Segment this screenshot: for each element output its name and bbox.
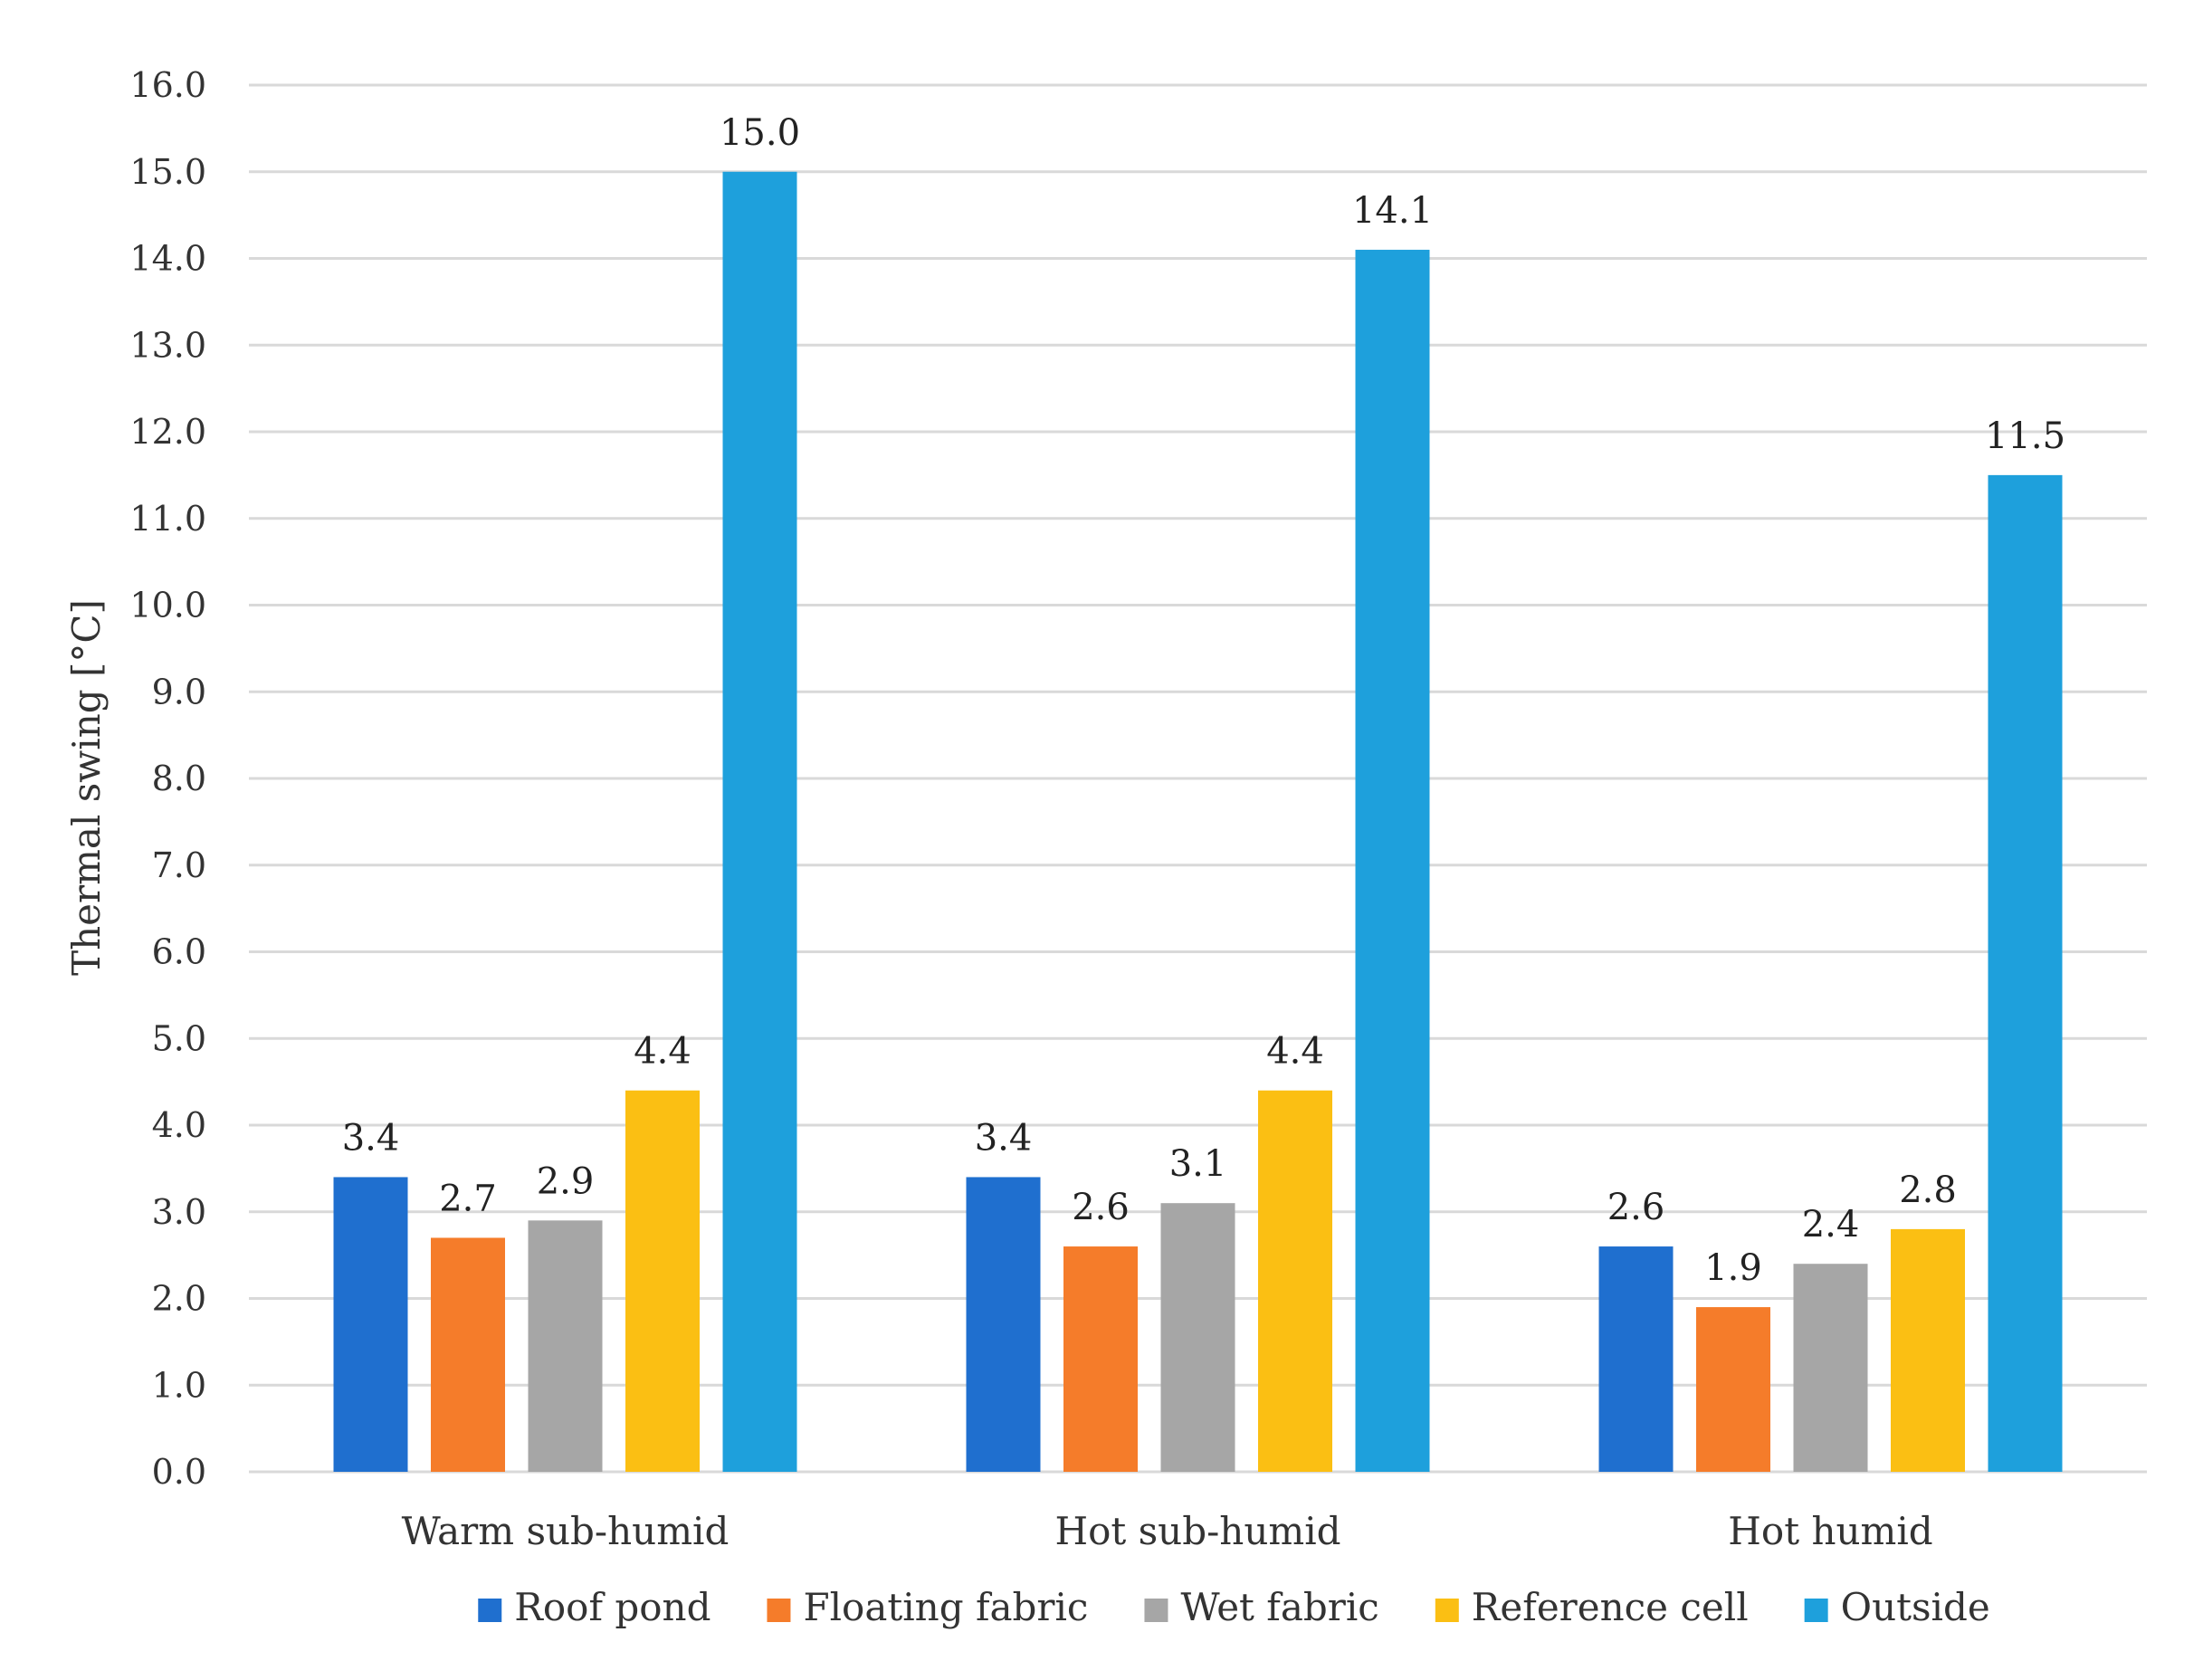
y-tick-label-9: 9.0 bbox=[152, 672, 206, 711]
bar-wet-fabric-2 bbox=[1793, 1264, 1868, 1472]
y-tick-label-2: 2.0 bbox=[152, 1279, 206, 1319]
legend-swatch-0 bbox=[478, 1599, 502, 1622]
bar-reference-cell-1 bbox=[1258, 1090, 1332, 1472]
y-tick-label-5: 5.0 bbox=[152, 1018, 206, 1058]
data-label-0-2: 2.6 bbox=[1607, 1187, 1665, 1228]
legend: Roof pond Floating fabric Wet fabric Refere… bbox=[478, 1585, 1990, 1629]
legend-swatch-4 bbox=[1804, 1599, 1828, 1622]
legend-label-2: Wet fabric bbox=[1180, 1585, 1378, 1629]
data-label-0-0: 3.4 bbox=[342, 1117, 400, 1159]
data-label-1-1: 2.6 bbox=[1072, 1187, 1130, 1228]
bar-outside-0 bbox=[722, 171, 797, 1472]
category-label-1: Hot sub-humid bbox=[1054, 1509, 1340, 1553]
category-label-0: Warm sub-humid bbox=[402, 1509, 730, 1553]
y-tick-label-7: 7.0 bbox=[152, 845, 206, 885]
bar-outside-1 bbox=[1355, 249, 1430, 1472]
gridlines bbox=[249, 83, 2147, 1474]
legend-swatch-3 bbox=[1435, 1599, 1459, 1622]
data-label-3-0: 4.4 bbox=[634, 1031, 691, 1073]
legend-swatch-1 bbox=[767, 1599, 791, 1622]
y-axis-title: Thermal swing [°C] bbox=[64, 599, 109, 976]
bar-outside-2 bbox=[1988, 474, 2063, 1472]
bar-floating-fabric-2 bbox=[1696, 1307, 1770, 1472]
bar-reference-cell-0 bbox=[625, 1090, 700, 1472]
bar-reference-cell-2 bbox=[1891, 1228, 1965, 1472]
x-axis-categories: Warm sub-humid Hot sub-humid Hot humid bbox=[402, 1509, 1933, 1553]
y-tick-label-12: 12.0 bbox=[129, 412, 206, 452]
bar-wet-fabric-0 bbox=[528, 1220, 603, 1472]
y-tick-label-15: 15.0 bbox=[129, 152, 206, 192]
bar-floating-fabric-1 bbox=[1063, 1246, 1138, 1472]
y-axis-ticks: 0.0 1.0 2.0 3.0 4.0 5.0 6.0 7.0 8.0 9.0 10.0 11.0 12… bbox=[129, 65, 206, 1492]
bar-roof-pond-1 bbox=[966, 1177, 1041, 1472]
legend-label-4: Outside bbox=[1841, 1585, 1990, 1629]
bar-wet-fabric-1 bbox=[1160, 1203, 1235, 1472]
y-tick-label-11: 11.0 bbox=[129, 499, 206, 539]
y-tick-label-4: 4.0 bbox=[152, 1105, 206, 1145]
data-label-2-1: 3.1 bbox=[1169, 1143, 1227, 1185]
y-tick-label-1: 1.0 bbox=[152, 1365, 206, 1405]
data-label-1-2: 1.9 bbox=[1704, 1247, 1762, 1289]
y-tick-label-6: 6.0 bbox=[152, 932, 206, 972]
data-label-3-1: 4.4 bbox=[1266, 1031, 1324, 1073]
y-tick-label-8: 8.0 bbox=[152, 759, 206, 798]
data-label-4-2: 11.5 bbox=[1985, 415, 2065, 457]
legend-label-3: Reference cell bbox=[1472, 1585, 1749, 1629]
y-tick-label-0: 0.0 bbox=[152, 1452, 206, 1492]
category-label-2: Hot humid bbox=[1728, 1509, 1932, 1553]
bar-roof-pond-2 bbox=[1598, 1246, 1674, 1472]
data-label-2-0: 2.9 bbox=[537, 1160, 595, 1202]
data-label-4-0: 15.0 bbox=[720, 112, 800, 154]
bars bbox=[333, 171, 2063, 1472]
legend-swatch-2 bbox=[1144, 1599, 1168, 1622]
y-tick-label-16: 16.0 bbox=[129, 65, 206, 105]
bar-floating-fabric-0 bbox=[431, 1237, 505, 1472]
legend-label-0: Roof pond bbox=[514, 1585, 710, 1629]
y-tick-label-13: 13.0 bbox=[129, 325, 206, 365]
data-label-0-1: 3.4 bbox=[975, 1117, 1033, 1159]
data-label-3-2: 2.8 bbox=[1899, 1169, 1957, 1211]
y-tick-label-10: 10.0 bbox=[129, 586, 206, 625]
legend-label-1: Floating fabric bbox=[803, 1585, 1088, 1629]
data-label-4-1: 14.1 bbox=[1352, 190, 1433, 232]
y-tick-label-14: 14.0 bbox=[129, 239, 206, 279]
data-label-2-2: 2.4 bbox=[1802, 1204, 1860, 1246]
bar-roof-pond-0 bbox=[333, 1177, 408, 1472]
data-label-1-0: 2.7 bbox=[439, 1178, 497, 1219]
y-tick-label-3: 3.0 bbox=[152, 1192, 206, 1232]
data-labels: 3.4 2.7 2.9 4.4 15.0 3.4 2.6 3.1 4.4 14.1 2.6 1.9 2.… bbox=[342, 112, 2065, 1289]
